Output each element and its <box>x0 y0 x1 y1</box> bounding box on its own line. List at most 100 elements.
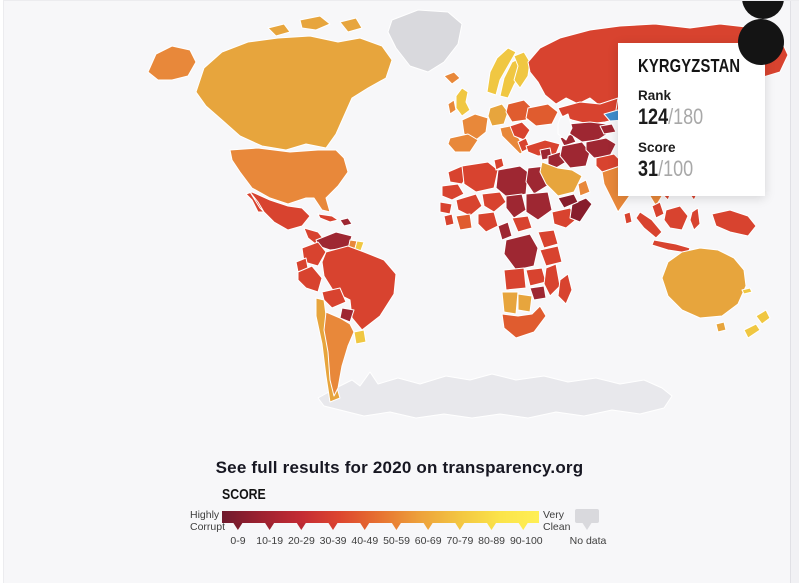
country-argentina[interactable] <box>323 311 355 397</box>
tooltip-score-label: Score <box>638 140 676 155</box>
right-edge-strip <box>790 0 799 583</box>
country-spain[interactable] <box>447 133 479 153</box>
range-label: 80-89 <box>478 535 506 547</box>
country-cameroon[interactable] <box>497 221 513 241</box>
country-malaysia[interactable] <box>651 201 665 219</box>
country-bolivia[interactable] <box>321 287 347 309</box>
region-antarctica <box>317 371 673 419</box>
country-south-africa[interactable] <box>501 305 547 339</box>
country-brazil[interactable] <box>321 245 397 331</box>
country-france[interactable] <box>461 113 489 141</box>
country-uruguay[interactable] <box>353 329 367 345</box>
legend-tick-8 <box>487 523 496 530</box>
country-canada[interactable] <box>195 35 393 151</box>
left-edge-strip <box>0 0 4 583</box>
country-tanzania[interactable] <box>539 245 563 267</box>
country-zambia[interactable] <box>525 267 547 287</box>
tooltip-rank-value: 124/180 <box>638 104 704 129</box>
range-label: 10-19 <box>256 535 284 547</box>
tooltip-score-value: 31/100 <box>638 156 694 181</box>
country-uk[interactable] <box>455 87 471 117</box>
country-mali[interactable] <box>455 193 483 217</box>
island-tasmania[interactable] <box>715 321 727 333</box>
tooltip-rank-label: Rank <box>638 88 672 103</box>
country-algeria[interactable] <box>461 161 499 193</box>
country-germany[interactable] <box>487 103 509 127</box>
legend-tick-4 <box>360 523 370 530</box>
region-balkans[interactable] <box>509 121 531 141</box>
country-somalia[interactable] <box>569 197 593 223</box>
country-zimbabwe[interactable] <box>529 285 547 301</box>
island-borneo[interactable] <box>663 205 689 231</box>
legend-tick-3 <box>328 523 338 530</box>
island-sumatra[interactable] <box>635 211 663 239</box>
country-mozambique[interactable] <box>543 263 561 297</box>
country-alaska-usa[interactable] <box>147 45 197 81</box>
range-label: 30-39 <box>319 535 347 547</box>
country-madagascar[interactable] <box>557 273 573 305</box>
arctic-island-1[interactable] <box>299 15 331 31</box>
legend-tick-7 <box>455 523 465 530</box>
legend-range-labels: 0-9 10-19 20-29 30-39 40-49 50-59 60-69 … <box>188 535 628 549</box>
legend-clean-label: Very Clean <box>543 509 571 533</box>
country-iceland[interactable] <box>443 71 461 85</box>
legend-corrupt-label: Highly Corrupt <box>190 509 226 533</box>
island-new-guinea[interactable] <box>711 209 757 237</box>
country-namibia[interactable] <box>501 291 519 315</box>
country-car[interactable] <box>511 215 533 233</box>
top-hairline <box>0 0 799 1</box>
range-label: 20-29 <box>287 535 315 547</box>
share-button-icon[interactable] <box>738 19 784 65</box>
country-finland[interactable] <box>513 51 531 89</box>
footer-note: See full results for 2020 on transparenc… <box>215 458 584 477</box>
island-new-caledonia[interactable] <box>741 287 753 295</box>
no-data-swatch <box>575 509 599 523</box>
island-sulawesi[interactable] <box>689 207 701 231</box>
country-mexico[interactable] <box>245 191 311 231</box>
country-australia[interactable] <box>661 247 747 319</box>
score-legend: SCORE Highly Cor <box>188 486 628 558</box>
country-oman[interactable] <box>577 179 591 197</box>
legend-tick-1 <box>265 523 275 530</box>
island-java[interactable] <box>651 239 691 254</box>
country-sri-lanka[interactable] <box>623 211 633 225</box>
country-peru[interactable] <box>297 265 323 293</box>
country-botswana[interactable] <box>517 293 533 313</box>
country-tunisia[interactable] <box>493 157 505 171</box>
country-hispaniola[interactable] <box>339 217 353 227</box>
country-tajikistan[interactable] <box>599 123 617 135</box>
country-tooltip: KYRGYZSTAN Rank 124/180 Score 31/100 <box>618 43 765 196</box>
country-new-zealand-south[interactable] <box>743 323 761 339</box>
country-sudan[interactable] <box>525 191 553 221</box>
country-greenland[interactable] <box>387 9 463 73</box>
country-mauritania[interactable] <box>441 183 465 201</box>
country-ireland[interactable] <box>447 99 457 115</box>
country-paraguay[interactable] <box>339 307 355 323</box>
range-label: 90-100 <box>509 535 543 547</box>
country-chad[interactable] <box>505 193 527 219</box>
share-button-icon[interactable] <box>742 0 784 19</box>
country-norway[interactable] <box>486 47 517 96</box>
range-label: 60-69 <box>414 535 442 547</box>
arctic-island-2[interactable] <box>339 17 363 33</box>
country-uzbekistan-turkmenistan[interactable] <box>567 121 611 143</box>
country-drc[interactable] <box>503 233 539 271</box>
country-ghana[interactable] <box>455 213 473 231</box>
legend-tick-2 <box>296 523 306 530</box>
country-niger[interactable] <box>481 191 507 213</box>
country-new-zealand-north[interactable] <box>755 309 771 325</box>
country-cuba[interactable] <box>317 213 339 223</box>
country-kenya[interactable] <box>537 229 559 249</box>
range-label: 70-79 <box>446 535 474 547</box>
arctic-island-3[interactable] <box>267 23 291 37</box>
country-usa[interactable] <box>229 147 349 213</box>
country-saudi-arabia[interactable] <box>539 161 583 197</box>
country-nigeria[interactable] <box>477 211 499 233</box>
country-senegal[interactable] <box>439 201 453 215</box>
range-label: 0-9 <box>230 535 246 547</box>
country-yemen[interactable] <box>557 193 579 209</box>
country-guinea[interactable] <box>443 213 455 227</box>
country-ukraine[interactable] <box>525 103 559 127</box>
country-angola[interactable] <box>503 267 527 291</box>
